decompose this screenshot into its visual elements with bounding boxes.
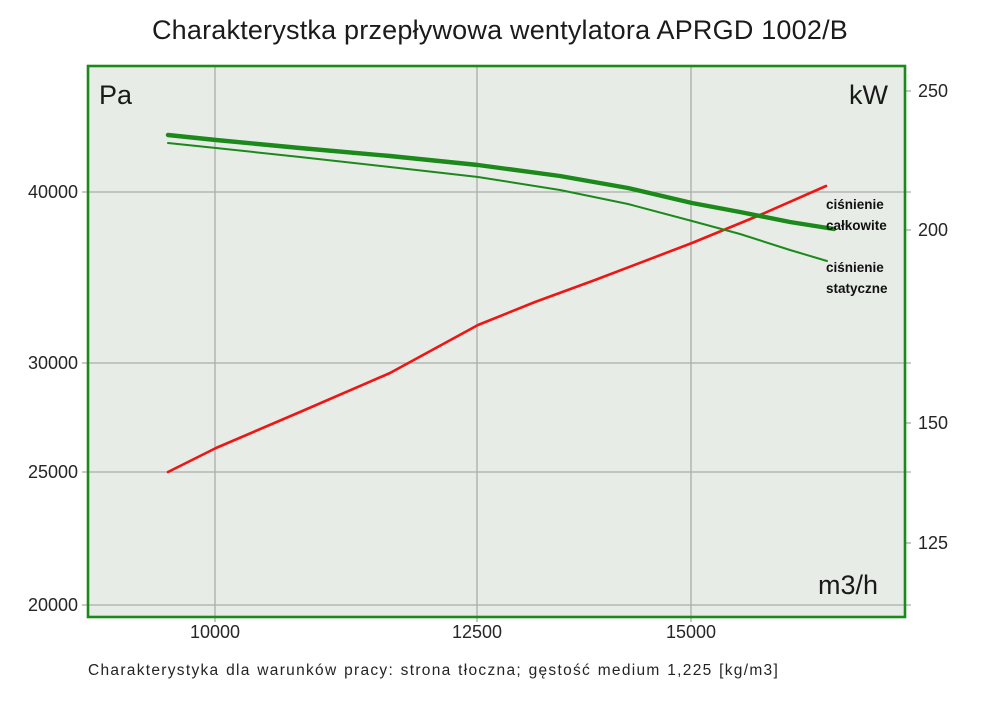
total-pressure-label-line2: całkowite xyxy=(826,218,887,233)
total-pressure-label-line1: ciśnienie xyxy=(826,197,884,212)
chart-caption: Charakterystyka dla warunków pracy: stro… xyxy=(88,662,780,679)
curve-total-pressure xyxy=(165,132,837,232)
gridlines xyxy=(82,66,911,622)
flow-tick-10000: 10000 xyxy=(189,622,241,642)
curve-static-pressure xyxy=(167,142,828,262)
total-pressure-label: ciśnienie całkowite xyxy=(826,194,887,236)
flow-tick-12500: 12500 xyxy=(451,622,503,642)
chart-title: Charakterystka przepływowa wentylatora A… xyxy=(151,15,848,45)
pa-tick-30000: 30000 xyxy=(27,353,78,373)
kw-tick-200: 200 xyxy=(918,220,949,240)
pa-unit-label: Pa xyxy=(99,80,133,110)
static-pressure-label-line1: ciśnienie xyxy=(826,260,884,275)
kw-tick-250: 250 xyxy=(918,81,949,101)
kw-unit-label: kW xyxy=(849,80,888,110)
pa-tick-20000: 20000 xyxy=(27,595,78,615)
plot-border xyxy=(86,64,907,619)
kw-tick-125: 125 xyxy=(918,533,949,553)
plot-area xyxy=(82,64,911,622)
flow-tick-15000: 15000 xyxy=(665,622,717,642)
pa-tick-25000: 25000 xyxy=(27,462,78,482)
static-pressure-label-line2: statyczne xyxy=(826,281,888,296)
kw-tick-150: 150 xyxy=(918,413,949,433)
static-pressure-label: ciśnienie statyczne xyxy=(826,257,888,299)
pa-tick-40000: 40000 xyxy=(27,182,78,202)
curve-power-red xyxy=(166,184,828,474)
flow-unit-label: m3/h xyxy=(818,570,879,600)
plot-background xyxy=(88,66,905,617)
